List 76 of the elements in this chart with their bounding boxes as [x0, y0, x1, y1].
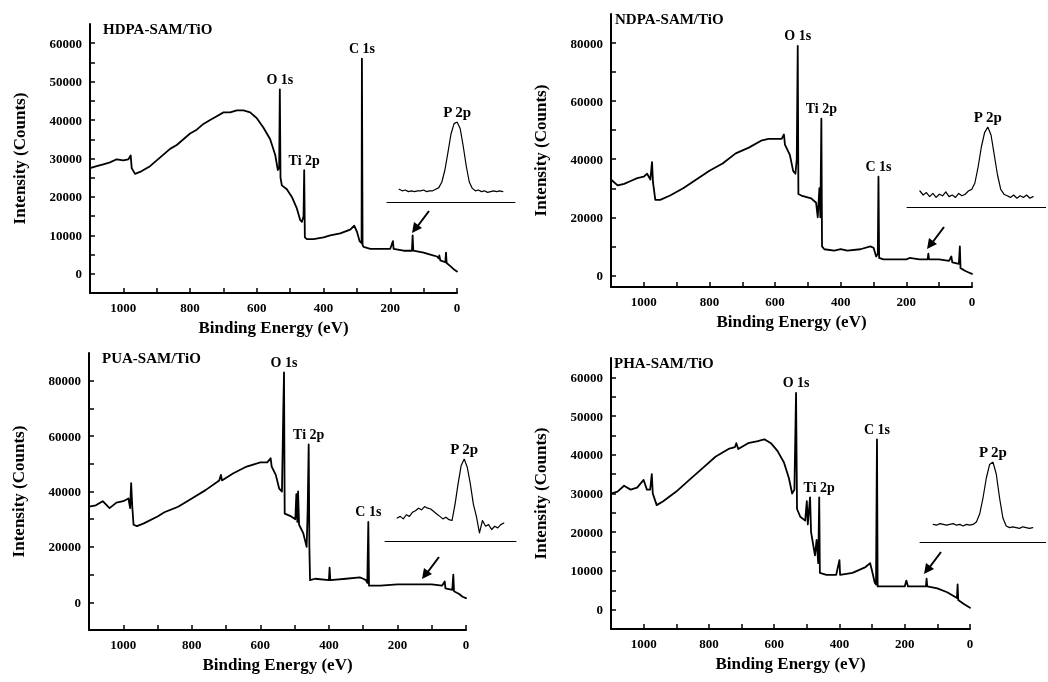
y-axis-title: Intensity (Counts) [10, 92, 29, 225]
annotation: P 2p [443, 103, 472, 120]
y-tick-label: 0 [596, 602, 603, 618]
x-tick-label: 400 [313, 300, 334, 315]
chart-title: PUA-SAM/TiO [102, 349, 201, 366]
x-tick-label: 400 [319, 637, 339, 652]
x-tick-label: 600 [765, 294, 785, 309]
y-tick-label: 20000 [49, 189, 82, 205]
x-tick-label: 400 [829, 636, 850, 651]
y-tick-label: 20000 [570, 209, 603, 225]
chart-title: PHA-SAM/TiO [614, 354, 714, 371]
text: P 2p [978, 443, 1007, 460]
y-tick-label: 40000 [570, 447, 603, 463]
x-axis-title: Binding Energy (eV) [715, 653, 866, 673]
x-tick-label: 0 [968, 294, 976, 309]
y-tick-label: 30000 [49, 151, 82, 166]
y-tick-label: 60000 [48, 428, 81, 444]
y-tick-label: 40000 [49, 112, 82, 128]
annotation: Ti 2p [288, 152, 321, 168]
annotation: Ti 2p [293, 426, 325, 442]
y-axis-title: Intensity (Counts) [531, 427, 550, 560]
y-tick-label: 60000 [570, 93, 603, 109]
y-tick-label: 60000 [570, 369, 603, 385]
x-tick-label: 200 [894, 636, 915, 651]
annotation: O 1s [266, 71, 294, 87]
y-tick-label: 10000 [49, 227, 82, 243]
x-tick-label: 0 [462, 637, 470, 652]
y-tick-label: 30000 [570, 486, 603, 501]
text: P 2p [973, 108, 1002, 125]
y-tick-label: 40000 [48, 484, 81, 499]
annotation: O 1s [782, 375, 811, 391]
x-tick-label: 1000 [110, 637, 137, 652]
x-axis-title: Binding Energy (eV) [716, 311, 867, 331]
annotation: C 1s [865, 159, 893, 175]
annotation: C 1s [355, 504, 382, 520]
y-tick-label: 40000 [570, 151, 603, 167]
x-tick-label: 600 [764, 636, 784, 651]
y-tick-label: 0 [74, 594, 81, 610]
chart-title: HDPA-SAM/TiO [103, 20, 213, 37]
y-tick-label: 0 [596, 267, 603, 283]
y-tick-label: 10000 [570, 563, 603, 579]
y-tick-label: 20000 [48, 539, 81, 555]
annotation: Ti 2p [805, 101, 838, 117]
y-axis-title: Intensity (Counts) [9, 425, 28, 558]
x-tick-label: 800 [180, 300, 200, 315]
x-tick-label: 1000 [630, 636, 657, 651]
annotation: O 1s [270, 354, 298, 370]
x-axis-title: Binding Energy (eV) [198, 317, 349, 337]
annotation: C 1s [348, 41, 376, 57]
y-tick-label: 50000 [570, 408, 603, 424]
chart-title: NDPA-SAM/TiO [615, 10, 724, 27]
y-tick-label: 0 [75, 266, 82, 282]
y-tick-label: 60000 [49, 35, 82, 51]
y-tick-label: 50000 [49, 74, 82, 90]
annotation: O 1s [784, 28, 812, 44]
annotation: C 1s [863, 421, 891, 437]
annotation: P 2p [450, 440, 479, 457]
y-tick-label: 80000 [48, 373, 81, 389]
x-tick-label: 1000 [110, 300, 137, 315]
x-axis-title: Binding Energy (eV) [202, 654, 353, 674]
x-tick-label: 800 [182, 637, 202, 652]
x-tick-label: 200 [896, 294, 917, 309]
y-tick-label: 80000 [570, 35, 603, 51]
x-tick-label: 800 [699, 294, 720, 309]
x-tick-label: 200 [380, 300, 401, 315]
x-tick-label: 200 [387, 637, 408, 652]
annotation: Ti 2p [803, 479, 836, 495]
x-tick-label: 0 [966, 636, 974, 651]
x-tick-label: 1000 [630, 294, 657, 309]
x-tick-label: 600 [247, 300, 267, 315]
x-tick-label: 0 [453, 300, 461, 315]
x-tick-label: 600 [250, 637, 271, 652]
x-tick-label: 400 [830, 294, 851, 309]
y-tick-label: 20000 [570, 524, 603, 540]
x-tick-label: 800 [699, 636, 719, 651]
y-axis-title: Intensity (Counts) [531, 84, 550, 217]
